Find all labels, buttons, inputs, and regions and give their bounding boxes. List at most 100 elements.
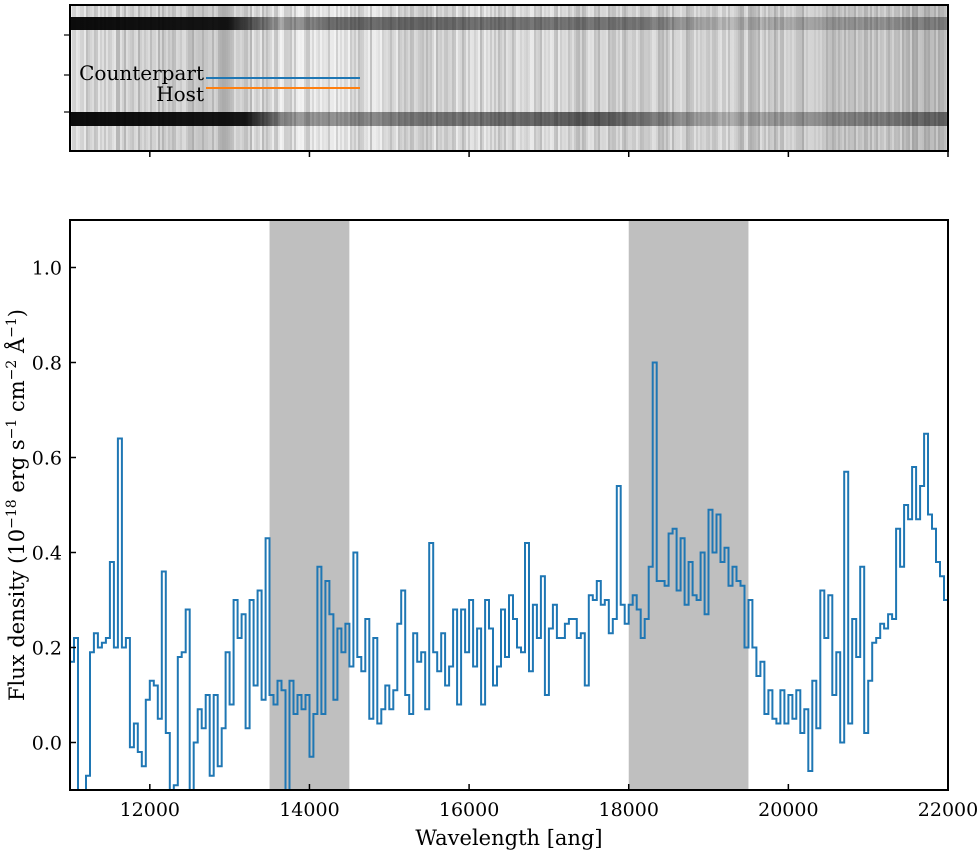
- spectrum-2d-column: [660, 6, 662, 150]
- spectrum-2d-column: [482, 6, 484, 150]
- spectrum-2d-column: [686, 6, 688, 150]
- spectrum-2d-column: [504, 6, 506, 150]
- spectrum-2d-column: [92, 6, 94, 150]
- spectrum-2d-column: [690, 6, 692, 150]
- spectrum-2d-column: [132, 6, 134, 150]
- spectrum-2d-column: [158, 6, 160, 150]
- spectrum-2d-column: [752, 6, 754, 150]
- spectrum-2d-column: [678, 6, 680, 150]
- spectrum-2d-column: [416, 6, 418, 150]
- spectrum-2d-column: [394, 6, 396, 150]
- spectrum-2d-column: [802, 6, 804, 150]
- x-tick-label: 14000: [279, 799, 339, 821]
- spectrum-2d-column: [668, 6, 670, 150]
- spectrum-2d-column: [896, 6, 898, 150]
- spectrum-2d-column: [700, 6, 702, 150]
- spectrum-2d-column: [662, 6, 664, 150]
- spectrum-2d-column: [942, 6, 944, 150]
- legend-label-host: Host: [156, 82, 204, 106]
- spectrum-2d-column: [366, 6, 368, 150]
- spectrum-2d-column: [602, 6, 604, 150]
- spectrum-2d-column: [646, 6, 648, 150]
- spectrum-2d-column: [840, 6, 842, 150]
- spectrum-2d-column: [666, 6, 668, 150]
- spectrum-2d-column: [370, 6, 372, 150]
- x-axis-label: Wavelength [ang]: [415, 826, 602, 850]
- spectrum-2d-column: [796, 6, 798, 150]
- spectrum-2d-column: [564, 6, 566, 150]
- spectrum-2d-column: [86, 6, 88, 150]
- spectrum-2d-column: [598, 6, 600, 150]
- x-tick-label: 16000: [439, 799, 499, 821]
- spectrum-2d-column: [162, 6, 164, 150]
- spectrum-2d-column: [634, 6, 636, 150]
- spectrum-2d-column: [770, 6, 772, 150]
- spectrum-2d-column: [554, 6, 556, 150]
- spectrum-2d-column: [734, 6, 736, 150]
- spectrum-2d-column: [486, 6, 488, 150]
- spectrum-2d-column: [178, 6, 180, 150]
- spectrum-2d-column: [452, 6, 454, 150]
- spectrum-2d-column: [708, 6, 710, 150]
- spectrum-2d-column: [740, 6, 742, 150]
- spectrum-2d-column: [198, 6, 200, 150]
- spectrum-2d-column: [832, 6, 834, 150]
- spectrum-2d-column: [412, 6, 414, 150]
- spectrum-2d-column: [546, 6, 548, 150]
- spectrum-2d-column: [580, 6, 582, 150]
- spectrum-2d-column: [584, 6, 586, 150]
- spectrum-2d-column: [578, 6, 580, 150]
- spectrum-2d-column: [742, 6, 744, 150]
- spectrum-2d-column: [642, 6, 644, 150]
- spectrum-2d-column: [886, 6, 888, 150]
- spectrum-2d-column: [728, 6, 730, 150]
- spectrum-2d-column: [540, 6, 542, 150]
- spectrum-2d-column: [780, 6, 782, 150]
- x-tick-label: 12000: [120, 799, 180, 821]
- spectrum-2d-column: [916, 6, 918, 150]
- spectrum-2d-column: [556, 6, 558, 150]
- spectrum-2d-column: [128, 6, 130, 150]
- spectrum-2d-column: [768, 6, 770, 150]
- spectrum-2d-column: [930, 6, 932, 150]
- spectrum-2d-column: [806, 6, 808, 150]
- spectrum-2d-column: [194, 6, 196, 150]
- spectrum-2d-column: [186, 6, 188, 150]
- spectrum-2d-column: [888, 6, 890, 150]
- spectrum-2d-column: [836, 6, 838, 150]
- spectrum-2d-column: [438, 6, 440, 150]
- spectrum-2d-column: [538, 6, 540, 150]
- spectrum-2d-column: [190, 6, 192, 150]
- spectrum-2d-column: [710, 6, 712, 150]
- spectrum-2d-column: [858, 6, 860, 150]
- spectrum-2d-column: [414, 6, 416, 150]
- spectrum-2d-column: [920, 6, 922, 150]
- spectrum-2d-column: [188, 6, 190, 150]
- spectrum-2d-column: [594, 6, 596, 150]
- spectrum-2d-column: [928, 6, 930, 150]
- spectrum-2d-panel: Counterpart Host: [64, 4, 949, 157]
- spectrum-2d-column: [568, 6, 570, 150]
- spectrum-2d-column: [672, 6, 674, 150]
- spectrum-2d-column: [500, 6, 502, 150]
- spectrum-2d-column: [154, 6, 156, 150]
- spectrum-2d-column: [570, 6, 572, 150]
- spectrum-2d-column: [200, 6, 202, 150]
- spectrum-2d-column: [774, 6, 776, 150]
- spectrum-2d-column: [392, 6, 394, 150]
- spectrum-2d-column: [444, 6, 446, 150]
- spectrum-2d-column: [776, 6, 778, 150]
- spectrum-2d-column: [596, 6, 598, 150]
- spectrum-2d-column: [922, 6, 924, 150]
- spectrum-2d-column: [152, 6, 154, 150]
- spectrum-2d-column: [682, 6, 684, 150]
- spectrum-2d-column: [762, 6, 764, 150]
- spectrum-2d-column: [612, 6, 614, 150]
- spectrum-2d-column: [674, 6, 676, 150]
- spectrum-2d-column: [750, 6, 752, 150]
- spectrum-2d-column: [134, 6, 136, 150]
- spectrum-2d-column: [908, 6, 910, 150]
- spectrum-2d-column: [164, 6, 166, 150]
- spectrum-2d-column: [472, 6, 474, 150]
